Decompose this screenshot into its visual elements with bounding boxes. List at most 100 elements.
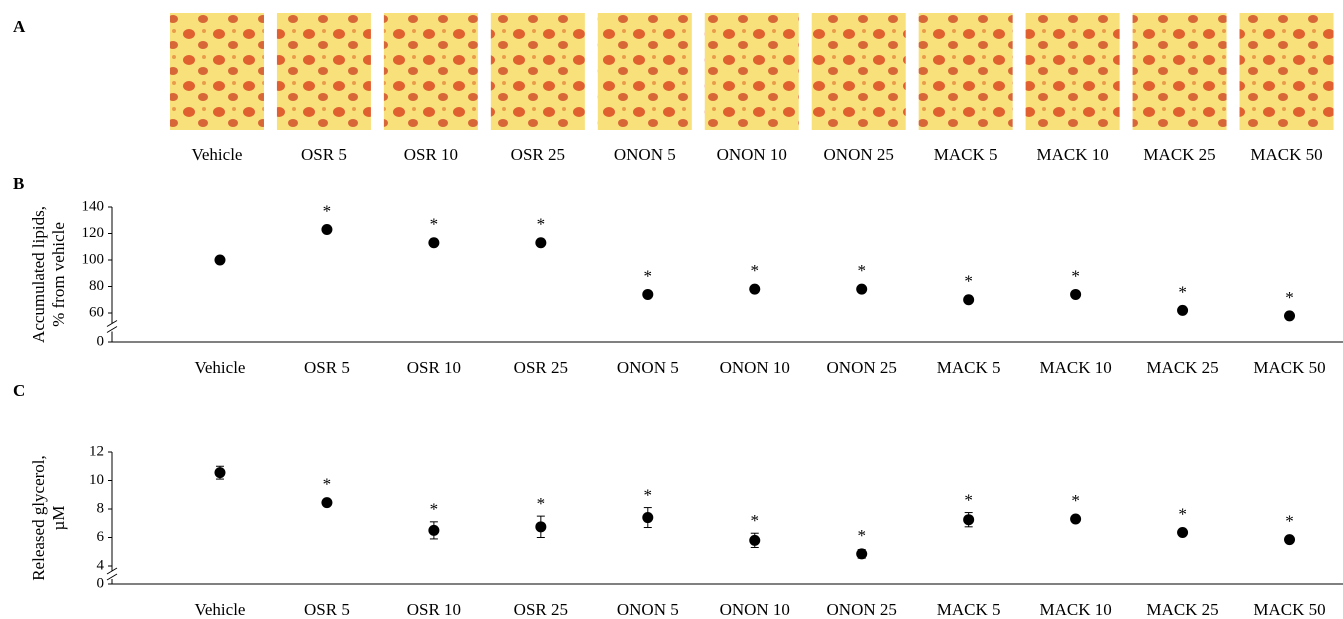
significance-mark: * [964,272,973,291]
y-tick-label: 80 [89,278,104,294]
micrograph [1133,13,1227,130]
panel-label: C [13,381,25,400]
micrograph [812,13,906,130]
data-point [856,548,867,559]
x-tick-label: ONON 5 [617,358,679,377]
x-tick-label: OSR 10 [407,358,461,377]
data-point [214,255,225,266]
significance-mark: * [1178,282,1187,301]
x-tick-label: Vehicle [194,600,245,619]
image-caption: ONON 25 [824,145,894,164]
image-caption: MACK 5 [934,145,998,164]
data-point [1070,289,1081,300]
data-point [1284,310,1295,321]
data-point [749,535,760,546]
significance-mark: * [323,474,332,493]
y-tick-label: 6 [97,529,105,545]
data-point [1070,513,1081,524]
y-axis-title: Released glycerol, [29,455,48,581]
x-tick-label: ONON 5 [617,600,679,619]
x-tick-label: MACK 50 [1253,358,1325,377]
data-point [642,289,653,300]
significance-mark: * [644,485,653,504]
figure: A Vehicle OSR 5 OSR 10 OSR 25 ONON 5 ONON 10 O… [0,0,1343,619]
data-point [535,521,546,532]
significance-mark: * [537,215,546,234]
x-tick-label: ONON 10 [720,358,790,377]
significance-mark: * [430,500,439,519]
x-tick-label: MACK 10 [1039,600,1111,619]
significance-mark: * [1285,512,1294,531]
image-caption: MACK 10 [1036,145,1108,164]
y-tick-label: 140 [82,198,105,214]
x-tick-label: MACK 10 [1039,358,1111,377]
significance-mark: * [1071,491,1080,510]
image-caption: MACK 50 [1250,145,1322,164]
data-point [214,467,225,478]
panel-label: B [13,174,24,193]
y-tick-label: 0 [97,575,105,591]
micrograph [1240,13,1334,130]
data-point [1284,534,1295,545]
significance-mark: * [1071,266,1080,285]
micrograph [1026,13,1120,130]
micrograph [170,13,264,130]
significance-mark: * [751,511,760,530]
x-tick-label: MACK 25 [1146,600,1218,619]
image-caption: OSR 5 [301,145,347,164]
x-tick-label: OSR 25 [514,358,568,377]
y-tick-label: 10 [89,472,104,488]
data-point [1177,305,1188,316]
micrograph [491,13,585,130]
data-point [963,294,974,305]
data-point [749,284,760,295]
image-caption: OSR 10 [404,145,458,164]
micrograph [384,13,478,130]
data-point [321,224,332,235]
y-tick-label: 120 [82,225,105,241]
micrograph [277,13,371,130]
panel-label: A [13,17,26,36]
significance-mark: * [1285,288,1294,307]
image-caption: OSR 25 [511,145,565,164]
significance-mark: * [751,261,760,280]
significance-mark: * [430,215,439,234]
x-tick-label: ONON 25 [827,358,897,377]
image-caption: ONON 5 [614,145,676,164]
significance-mark: * [537,494,546,513]
significance-mark: * [857,526,866,545]
significance-mark: * [857,261,866,280]
data-point [1177,527,1188,538]
data-point [963,514,974,525]
y-tick-label: 100 [82,251,105,267]
y-tick-label: 8 [97,500,105,516]
y-tick-label: 4 [97,557,105,573]
micrograph [705,13,799,130]
data-point [428,237,439,248]
x-tick-label: MACK 5 [937,600,1001,619]
significance-mark: * [644,266,653,285]
data-point [321,497,332,508]
y-axis-title: µM [49,506,68,531]
image-caption: Vehicle [191,145,242,164]
image-caption: MACK 25 [1143,145,1215,164]
y-tick-label: 12 [89,443,104,459]
x-tick-label: MACK 25 [1146,358,1218,377]
x-tick-label: MACK 5 [937,358,1001,377]
significance-mark: * [323,201,332,220]
data-point [642,512,653,523]
x-tick-label: ONON 10 [720,600,790,619]
data-point [535,237,546,248]
y-tick-label: 0 [97,333,105,349]
x-tick-label: OSR 5 [304,600,350,619]
y-axis-title: Accumulated lipids, [29,206,48,343]
x-tick-label: MACK 50 [1253,600,1325,619]
micrograph [598,13,692,130]
x-tick-label: OSR 10 [407,600,461,619]
y-tick-label: 60 [89,304,104,320]
x-tick-label: Vehicle [194,358,245,377]
micrograph [919,13,1013,130]
x-tick-label: OSR 5 [304,358,350,377]
x-tick-label: OSR 25 [514,600,568,619]
data-point [428,525,439,536]
